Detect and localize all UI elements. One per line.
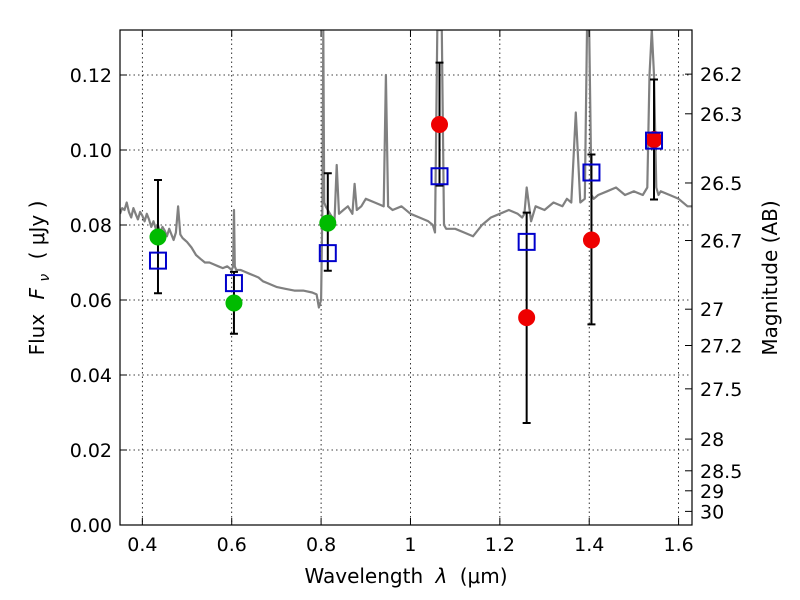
plot-frame [119,29,693,526]
y-axis-label-unit: ( μJy ) [25,201,49,260]
mag-tick-label: 26.5 [700,173,742,195]
mag-tick-label: 27.5 [700,379,742,401]
mag-tick-label: 28.5 [700,461,742,483]
model-point [645,131,664,150]
mag-tick-label: 29 [700,481,724,503]
observed-point-red [518,309,536,327]
x-tick-label: 1.2 [485,534,515,556]
x-axis-label-text: Wavelength [304,564,423,588]
x-axis-label: Wavelength λ (μm) [304,564,507,588]
observed-point-green [149,228,167,246]
plot-area [120,30,692,424]
model-point [318,244,337,263]
observed-point-green [225,294,243,312]
y-tick-label: 0.02 [70,440,112,462]
mag-tick-label: 26.3 [700,104,742,126]
observed-point-green [319,214,337,232]
y-tick-label: 0.12 [70,65,112,87]
x-tick-label: 0.6 [217,534,247,556]
x-tick-label: 0.4 [127,534,157,556]
x-tick-label: 1.6 [663,534,693,556]
observed-point-red [645,131,663,148]
model-point [224,274,243,293]
observed-point-red [431,116,449,133]
y-tick-label: 0.10 [70,140,112,162]
grid [120,30,692,525]
y-axis-label-text: Flux [25,314,49,356]
x-tick-label: 1.4 [574,534,604,556]
mag-tick-label: 27 [700,299,724,321]
observed-point-red [582,231,600,249]
y-axis-label-sub: ν [37,274,53,282]
model-point [148,251,167,270]
model-point [517,232,536,251]
model-point [430,167,449,186]
spectrum-line [120,30,692,309]
mag-tick-label: 30 [700,501,724,523]
mag-tick-label: 26.2 [700,64,742,86]
mag-tick-label: 27.2 [700,336,742,358]
y2-axis-label: Magnitude (AB) [758,200,782,355]
y-axis-label: Flux F ν ( μJy ) [25,201,54,356]
axes: 0.4 0.6 0.8 1 1.2 1.4 1.6 0.00 0.02 0.04 0.06 0.08 0… [70,30,742,556]
y-tick-label: 0.04 [70,365,112,387]
mag-tick-label: 26.7 [700,231,742,253]
y-axis-label-var: F [25,287,49,299]
y-tick-label: 0.06 [70,290,112,312]
x-axis-label-unit: (μm) [460,564,508,588]
x-tick-label: 0.8 [306,534,336,556]
y-tick-label: 0.00 [70,515,112,537]
mag-tick-label: 28 [700,429,724,451]
x-tick-label: 1 [404,534,416,556]
y-tick-label: 0.08 [70,215,112,237]
x-axis-label-var: λ [435,564,448,588]
model-point [582,163,601,182]
